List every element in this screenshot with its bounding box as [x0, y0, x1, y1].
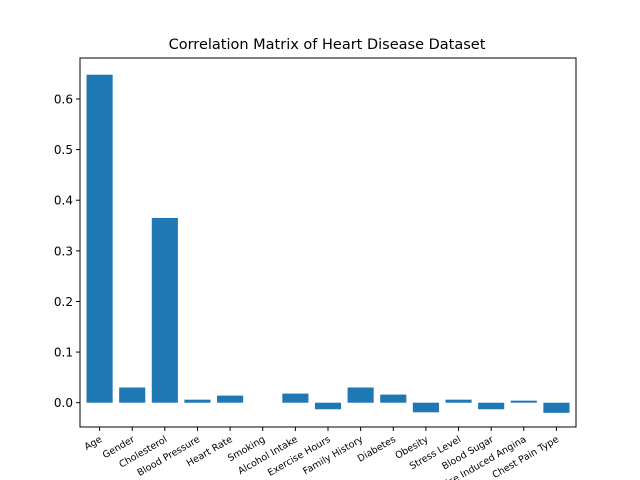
y-tick-label: 0.0: [54, 396, 73, 410]
bar-blood-sugar: [478, 402, 505, 410]
y-axis: 0.0 0.1 0.2 0.3 0.4 0.5 0.6: [54, 93, 80, 410]
bar-gender: [119, 387, 146, 403]
bar-blood-pressure: [184, 399, 211, 403]
bar-chest-pain-type: [543, 402, 570, 413]
y-tick-label: 0.2: [54, 295, 73, 309]
y-tick-label: 0.4: [54, 194, 73, 208]
y-tick-label: 0.1: [54, 346, 73, 360]
chart-title: Correlation Matrix of Heart Disease Data…: [169, 37, 486, 53]
bar-age: [86, 74, 113, 403]
bar-family-history: [347, 387, 374, 403]
y-tick-label: 0.5: [54, 143, 73, 157]
plot-area-frame: [79, 57, 577, 428]
y-tick-label: 0.6: [54, 93, 73, 107]
bar-heart-rate: [217, 395, 244, 403]
bars-group: [86, 74, 570, 413]
x-tick-label: Age: [83, 434, 105, 453]
bar-diabetes: [380, 394, 407, 403]
y-tick-label: 0.3: [54, 244, 73, 258]
bar-cholesterol: [151, 217, 178, 403]
bar-stress-level: [445, 399, 472, 403]
bar-alcohol-intake: [282, 393, 309, 403]
bar-exercise-induced-angina: [510, 400, 537, 403]
bar-exercise-hours: [314, 402, 342, 410]
bar-obesity: [412, 402, 439, 413]
